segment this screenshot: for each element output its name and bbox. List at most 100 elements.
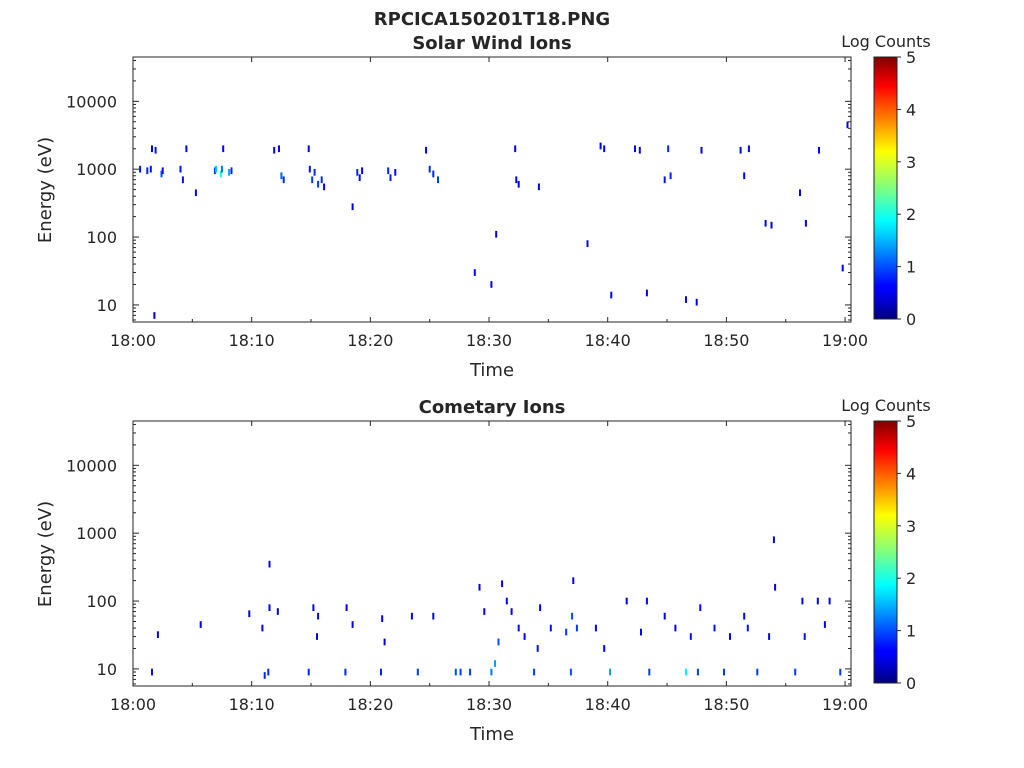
spectrogram-cell [770, 221, 773, 229]
spectrogram-cell [685, 296, 687, 303]
spectrogram-cell [199, 621, 202, 628]
y-tick-label: 10 [97, 660, 117, 679]
spectrogram-cell [228, 169, 231, 176]
spectrogram-cell [351, 203, 354, 211]
spectrogram-cell [473, 269, 476, 276]
spectrogram-cell [739, 146, 742, 154]
y-tick-label: 10 [97, 296, 117, 315]
spectrogram-cell [539, 604, 542, 611]
spectrogram-cell [273, 146, 276, 154]
colorbar-tick-label: 0 [906, 310, 916, 329]
spectrogram-cell [139, 165, 142, 173]
colorbar-tick-label: 3 [906, 153, 916, 172]
spectrogram-cell [823, 621, 826, 628]
spectrogram-cell [153, 312, 156, 319]
spectrogram-cell [230, 167, 233, 175]
spectrogram-cell [394, 169, 397, 176]
spectrogram-cell [308, 165, 311, 173]
spectrogram-cell [756, 668, 759, 676]
spectrogram-cell [490, 281, 493, 288]
spectrogram-cell [416, 668, 419, 676]
spectrogram-cell [160, 170, 163, 178]
spectrogram-cell [799, 189, 801, 197]
x-axis-label: Time [469, 360, 514, 381]
spectrogram-cell [640, 628, 642, 636]
spectrogram-cell [634, 145, 636, 153]
spectrogram-cell [510, 608, 513, 615]
spectrogram-cell [146, 167, 149, 175]
spectrogram-cell [816, 597, 819, 605]
spectrogram-cell [151, 668, 153, 676]
spectrogram-cell [276, 608, 279, 615]
spectrogram-cell [380, 668, 382, 676]
spectrogram-cell [648, 668, 651, 676]
spectrogram-cell [312, 604, 315, 611]
x-tick-label: 18:40 [585, 695, 631, 714]
spectrogram-cell [669, 172, 672, 180]
spectrogram-cell [743, 172, 746, 180]
colorbar-ticks: 0 1 2 3 4 5 [897, 48, 916, 329]
spectrogram-cell [268, 604, 271, 611]
spectrogram-cell [599, 142, 602, 150]
spectrogram-cell [625, 597, 628, 605]
spectrogram-cell [263, 672, 266, 679]
spectrogram-cell [517, 624, 520, 632]
spectrogram-cell [575, 624, 578, 632]
spectrogram-cell [437, 176, 439, 184]
spectrogram-cell [523, 633, 526, 640]
spectrogram-cell [161, 167, 164, 175]
spectrogram-cell [387, 167, 390, 175]
spectrogram-cell [459, 668, 462, 676]
spectrogram-cell [425, 146, 428, 154]
spectrogram-cell [317, 612, 320, 620]
spectrogram-cell [610, 291, 613, 299]
spectrogram-cell [268, 560, 271, 568]
x-tick-label: 18:10 [229, 695, 275, 714]
spectrogram-cell [311, 176, 314, 184]
spectrogram-cell [267, 668, 270, 676]
solar-wind-ions-panel: Solar Wind Ions 18:00 18:10 18:20 18:30 18:4… [35, 32, 931, 381]
spectrogram-cell [804, 219, 807, 227]
spectrogram-cell [549, 624, 552, 632]
spectrogram-cell [215, 165, 218, 173]
spectrogram-cell [645, 597, 648, 605]
spectrogram-cell [320, 176, 323, 184]
y-tick-label: 10000 [66, 92, 117, 111]
figure-title: RPCICA150201T18.PNG [374, 9, 610, 30]
x-axis-label: Time [469, 724, 514, 745]
colorbar-tick-label: 0 [906, 674, 916, 693]
spectrogram-cell [495, 230, 498, 238]
spectrogram-cell [674, 624, 677, 632]
spectrogram-cell [768, 633, 771, 640]
colorbar-tick-label: 5 [906, 48, 916, 67]
spectrogram-cell [307, 145, 310, 153]
x-tick-label: 18:50 [703, 331, 749, 350]
x-axis: 18:00 18:10 18:20 18:30 18:40 18:50 19:00 [110, 421, 868, 714]
spectrogram-cell [358, 174, 361, 181]
colorbar-gradient [873, 56, 898, 320]
colorbar: Log Counts 0 1 2 3 4 5 [841, 32, 931, 329]
spectrogram-cell [729, 633, 731, 640]
spectrogram-cell [723, 668, 725, 676]
spectrogram-cell [356, 169, 359, 176]
colorbar-tick-label: 3 [906, 517, 916, 536]
spectrogram-cell [248, 610, 251, 618]
y-tick-label: 100 [86, 228, 117, 247]
spectrogram-cell [313, 169, 316, 176]
spectrogram-cell [323, 183, 326, 191]
spectrogram-cells [151, 536, 842, 679]
spectrogram-cell [454, 668, 457, 676]
spectrogram-cell [846, 121, 849, 129]
colorbar-tick-label: 5 [906, 412, 916, 431]
colorbar-ticks: 0 1 2 3 4 5 [897, 412, 916, 693]
spectrogram-cell [194, 189, 197, 197]
spectrogram-cell [533, 668, 536, 676]
spectrogram-cell [478, 583, 481, 591]
spectrogram-cell [410, 612, 413, 620]
spectrogram-cell [828, 597, 831, 605]
spectrogram-cell [428, 165, 431, 173]
spectrogram-cell [772, 536, 775, 544]
spectrogram-cell [278, 145, 280, 153]
spectrogram-cell [307, 668, 310, 676]
spectrogram-cell [794, 668, 797, 676]
